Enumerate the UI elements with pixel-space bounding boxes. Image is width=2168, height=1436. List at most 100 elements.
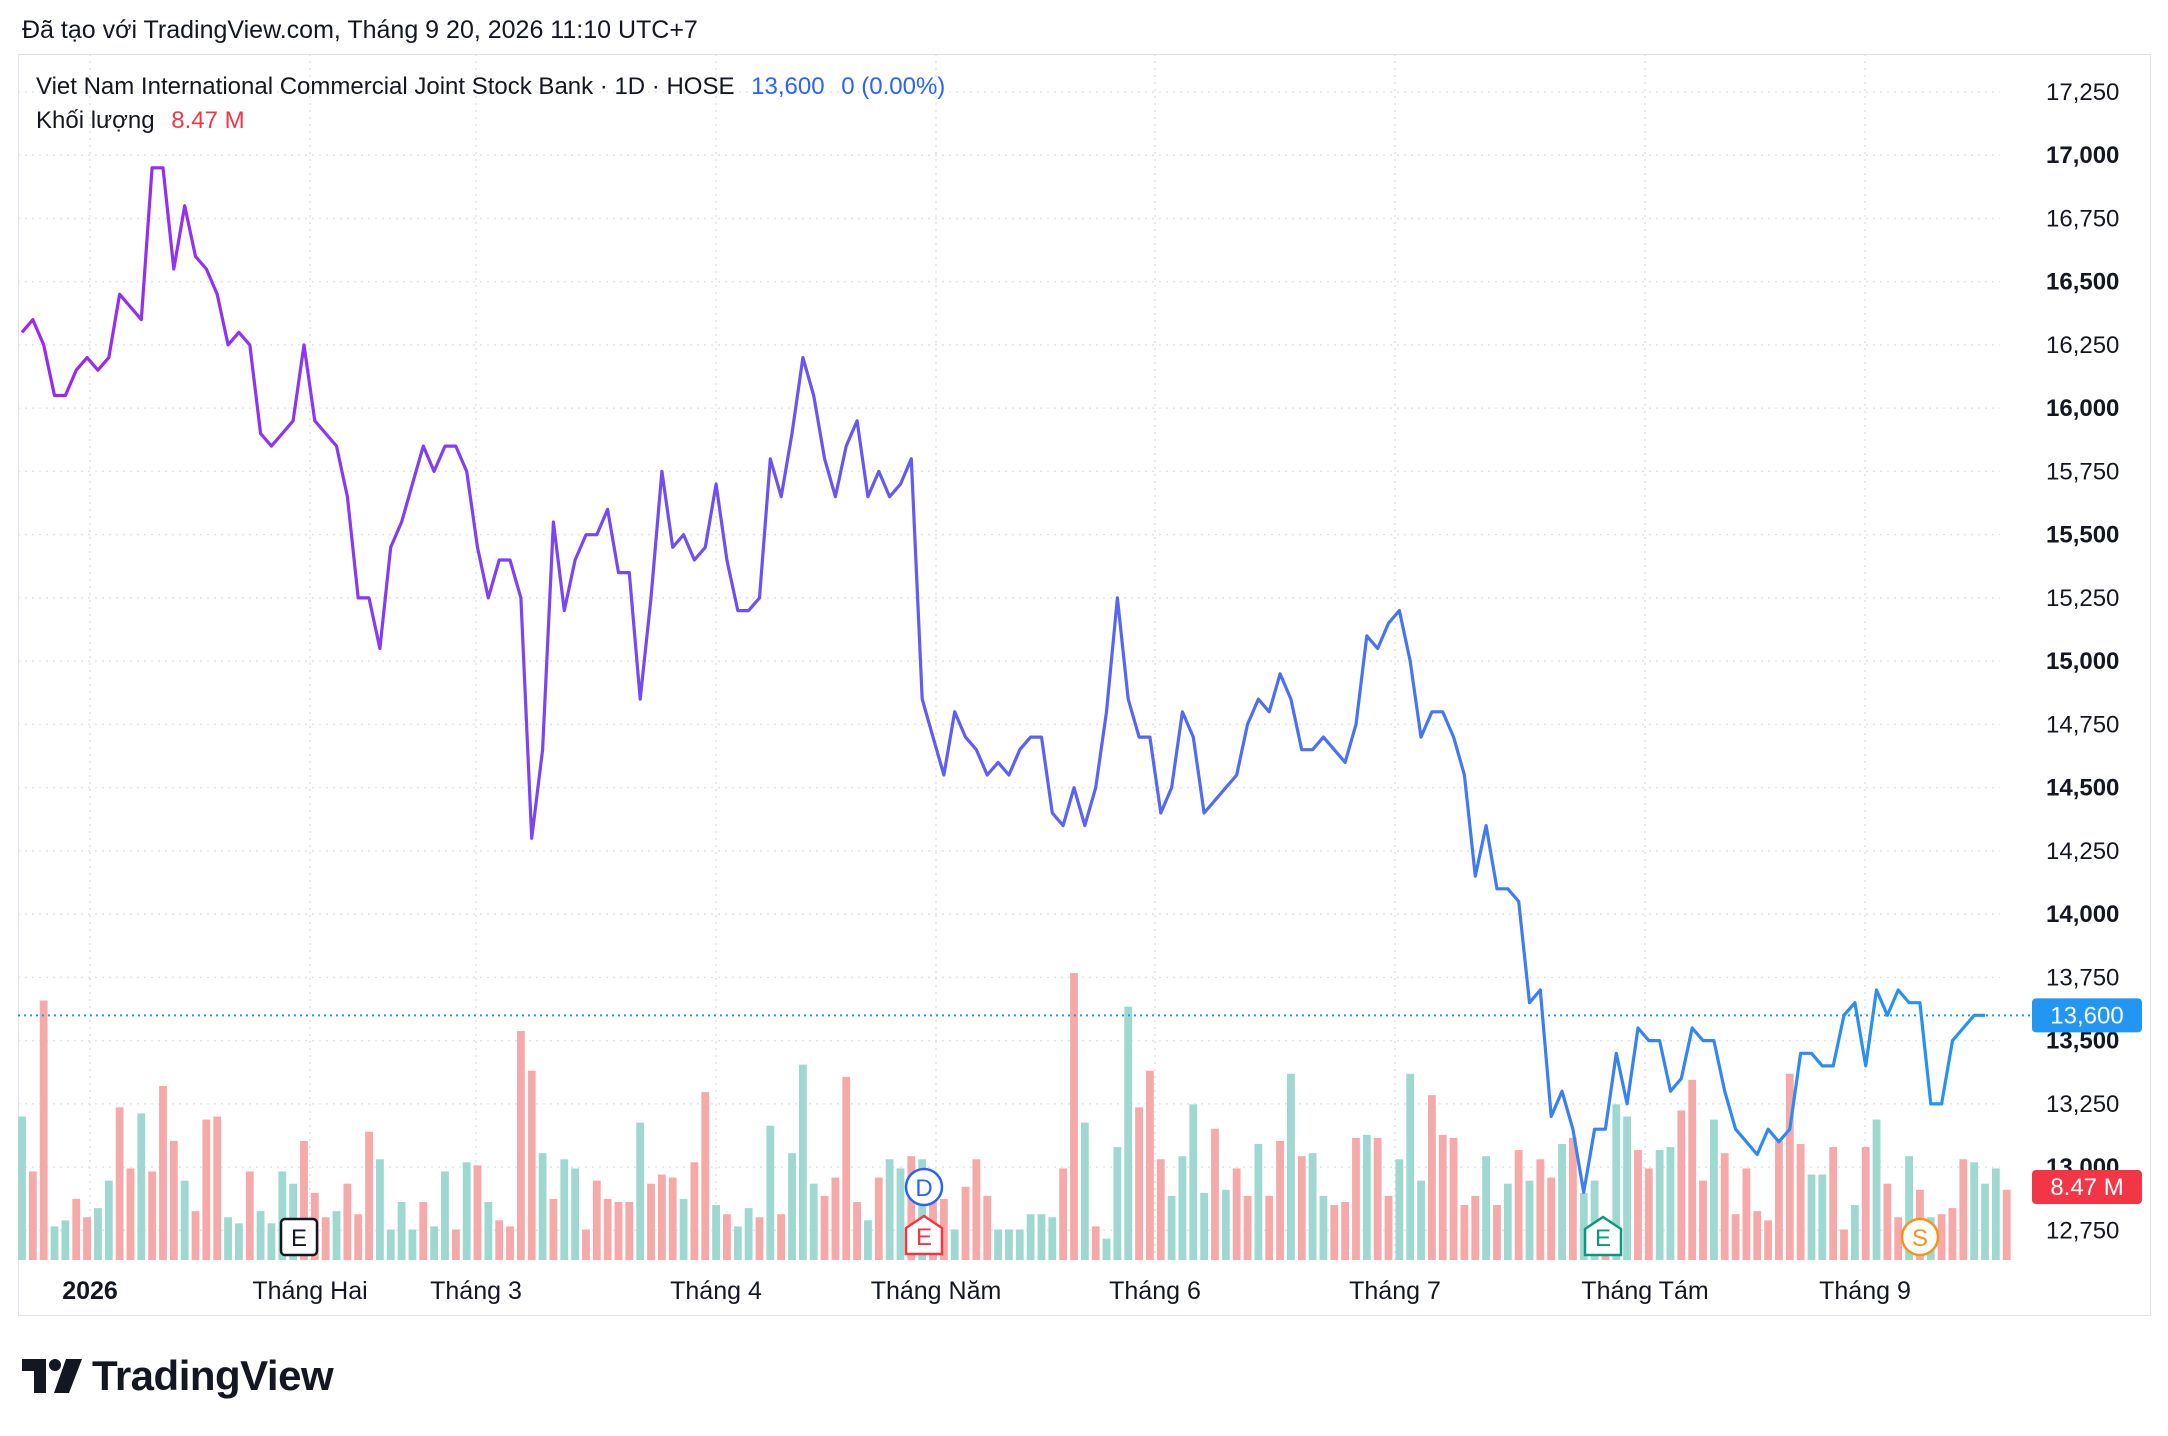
volume-bar: [1113, 1147, 1122, 1260]
volume-bar: [159, 1086, 167, 1260]
volume-bar: [1753, 1211, 1762, 1260]
volume-bar: [1850, 1205, 1859, 1260]
volume-bar: [842, 1076, 851, 1260]
volume-bar: [50, 1226, 59, 1260]
volume-bar: [1048, 1217, 1057, 1260]
volume-bar: [1579, 1192, 1588, 1260]
volume-bar: [1330, 1205, 1339, 1260]
volume-bar: [1276, 1140, 1284, 1260]
volume-bar: [994, 1229, 1002, 1260]
volume-bar: [1872, 1119, 1881, 1260]
volume-bar: [1427, 1095, 1436, 1260]
volume-bar: [1948, 1208, 1957, 1260]
x-tick-label: Tháng 7: [1349, 1277, 1441, 1305]
volume-bar: [592, 1180, 601, 1260]
volume-bar: [571, 1168, 580, 1260]
volume-bar: [39, 1000, 48, 1260]
volume-bar: [1026, 1214, 1035, 1260]
volume-bar: [430, 1226, 439, 1260]
volume-bar: [1080, 1122, 1089, 1260]
y-tick-label: 16,500: [2046, 269, 2119, 296]
event-marker-d[interactable]: D: [904, 1167, 944, 1207]
volume-bar: [343, 1183, 352, 1260]
event-marker-e[interactable]: E: [904, 1214, 944, 1256]
x-tick-label: Tháng 4: [670, 1277, 762, 1305]
volume-bar: [1070, 973, 1078, 1260]
volume-bar: [961, 1186, 970, 1260]
volume-bar: [831, 1177, 840, 1260]
volume-bar: [777, 1214, 786, 1260]
volume-bar: [126, 1168, 135, 1260]
y-tick-label: 13,750: [2046, 964, 2119, 991]
y-tick-label: 14,250: [2046, 838, 2119, 865]
volume-bar: [1221, 1189, 1230, 1260]
volume-bar: [2002, 1189, 2011, 1260]
volume-bar: [647, 1183, 655, 1260]
volume-bar: [1514, 1150, 1523, 1260]
event-marker-e[interactable]: E: [279, 1217, 319, 1257]
volume-bar: [1568, 1137, 1577, 1260]
volume-bar: [72, 1198, 81, 1260]
volume-bar: [1764, 1220, 1772, 1260]
event-markers[interactable]: EDE E S: [279, 1167, 1940, 1257]
y-tick-label: 15,000: [2046, 648, 2119, 675]
volume-bar: [560, 1159, 569, 1260]
volume-bar: [1905, 1156, 1913, 1260]
volume-bar: [1460, 1205, 1469, 1260]
volume-bar: [853, 1202, 861, 1260]
volume-bar: [115, 1107, 124, 1260]
axis-tags: 13,600 8.47 M: [2032, 998, 2142, 1204]
volume-bar: [950, 1229, 959, 1260]
volume-bar: [1883, 1183, 1892, 1260]
event-marker-letter: E: [1595, 1225, 1611, 1252]
volume-bar: [365, 1131, 373, 1260]
volume-bar: [137, 1113, 146, 1260]
volume-bar: [148, 1171, 157, 1260]
tradingview-logo[interactable]: TradingView: [22, 1352, 334, 1400]
volume-bar: [462, 1162, 471, 1260]
event-marker-e[interactable]: E: [1583, 1215, 1623, 1257]
volume-bar: [1829, 1147, 1838, 1260]
x-tick-label: 2026: [62, 1277, 118, 1305]
volume-bar: [1558, 1144, 1566, 1260]
y-axis: 12,75013,00013,25013,50013,75014,00014,2…: [2046, 79, 2119, 1244]
volume-bar: [907, 1156, 916, 1260]
volume-bar: [213, 1116, 222, 1260]
volume-bar: [1341, 1202, 1350, 1260]
volume-bar: [495, 1220, 504, 1260]
volume-bar: [1352, 1137, 1360, 1260]
volume-bar: [1200, 1192, 1209, 1260]
event-marker-letter: E: [291, 1225, 307, 1252]
volume-bar: [484, 1202, 493, 1260]
volume-label: Khối lượng: [36, 107, 155, 134]
last-price: 13,600: [751, 73, 825, 100]
y-tick-label: 15,250: [2046, 585, 2119, 612]
volume-bar: [1449, 1137, 1458, 1260]
volume-bar: [1037, 1214, 1046, 1260]
volume-bar: [516, 1031, 525, 1260]
volume-bar: [1254, 1144, 1263, 1260]
volume-bar: [1059, 1168, 1068, 1260]
volume-bar: [1297, 1156, 1306, 1260]
volume-bar: [864, 1220, 872, 1260]
y-tick-label: 15,750: [2046, 458, 2119, 485]
x-tick-label: Tháng Tám: [1581, 1277, 1708, 1305]
legend: Viet Nam International Commercial Joint …: [36, 70, 945, 138]
tradingview-logo-icon: [22, 1359, 82, 1393]
volume-bar: [256, 1211, 265, 1260]
brand-name: TradingView: [92, 1352, 334, 1399]
volume-bar: [614, 1202, 623, 1260]
volume-bar: [625, 1202, 634, 1260]
event-marker-s[interactable]: S: [1900, 1217, 1940, 1257]
volume-bar: [1482, 1156, 1491, 1260]
volume-bar: [1644, 1168, 1653, 1260]
volume-bar: [1612, 1104, 1621, 1260]
volume-bar: [1438, 1134, 1447, 1260]
volume-bar: [1167, 1195, 1176, 1260]
volume-bar: [180, 1180, 189, 1260]
legend-volume-row: Khối lượng 8.47 M: [36, 104, 945, 138]
volume-bar: [723, 1214, 731, 1260]
y-tick-label: 17,250: [2046, 79, 2119, 106]
volume-bar: [690, 1162, 699, 1260]
